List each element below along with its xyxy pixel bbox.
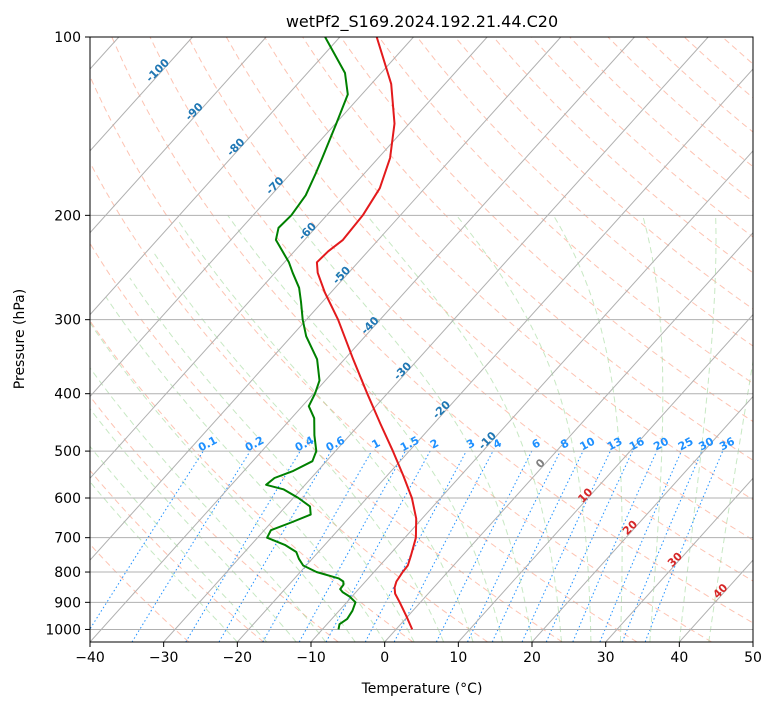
mixing-ratio-label: 30 bbox=[696, 435, 716, 454]
isotherm-line bbox=[90, 37, 635, 642]
axes: −40 −30 −20 −10 0 10 20 30 40 50 100 200 300 400 500 60… bbox=[45, 30, 762, 666]
moist-adiabat bbox=[90, 367, 327, 642]
x-tick-label: 20 bbox=[523, 650, 541, 666]
mixing-ratio-line bbox=[599, 450, 682, 642]
y-tick-label: 400 bbox=[54, 387, 81, 403]
moist-adiabat bbox=[90, 481, 238, 642]
x-tick-label: −40 bbox=[75, 650, 105, 666]
y-tick-label: 300 bbox=[54, 313, 81, 329]
x-axis-label: Temperature (°C) bbox=[361, 681, 483, 697]
isotherm-line bbox=[605, 477, 753, 642]
mixing-ratio-label: 16 bbox=[627, 435, 647, 454]
dry-adiabat bbox=[416, 37, 753, 347]
isotherm-line bbox=[384, 231, 753, 642]
plot-frame bbox=[89, 36, 754, 643]
mixing-ratio-line bbox=[621, 450, 703, 642]
y-tick-label: 800 bbox=[54, 565, 81, 581]
x-tick-label: 10 bbox=[449, 650, 467, 666]
moist-adiabat bbox=[366, 214, 562, 642]
isotherm-line bbox=[531, 395, 753, 642]
moist-adiabat bbox=[552, 215, 623, 642]
y-tick-label: 200 bbox=[54, 208, 81, 224]
isotherm-line bbox=[163, 37, 709, 642]
mixing-ratio-line bbox=[90, 450, 204, 630]
isotherm-line bbox=[90, 37, 341, 316]
moist-adiabat bbox=[90, 322, 356, 642]
dry-adiabat bbox=[90, 543, 190, 642]
isotherm-line bbox=[90, 37, 488, 480]
moist-adiabat bbox=[678, 215, 717, 642]
moist-adiabat bbox=[456, 214, 592, 642]
x-tick-label: −20 bbox=[223, 650, 253, 666]
x-tick-label: −10 bbox=[296, 650, 326, 666]
moist-adiabat bbox=[290, 214, 533, 642]
y-tick-label: 600 bbox=[54, 491, 81, 507]
mixing-ratio-label: 25 bbox=[676, 435, 696, 454]
mixing-ratio-line bbox=[644, 450, 724, 642]
moist-adiabat bbox=[642, 215, 664, 642]
y-tick-label: 100 bbox=[54, 30, 81, 46]
x-tick-label: 0 bbox=[380, 650, 389, 666]
mixing-ratio-label: 36 bbox=[717, 435, 737, 454]
isotherm-line bbox=[457, 313, 753, 642]
series bbox=[265, 37, 418, 630]
moist-adiabat bbox=[708, 358, 753, 642]
plot-area: 0.1 0.2 0.4 0.6 1 1.5 2 3 4 6 8 10 13 16 20 25 30 36-100-… bbox=[90, 37, 753, 642]
moist-adiabat bbox=[105, 297, 386, 642]
isotherms bbox=[90, 37, 753, 642]
dry-adiabat bbox=[90, 395, 339, 642]
mixing-ratio-line bbox=[545, 450, 633, 642]
x-tick-label: 40 bbox=[670, 650, 688, 666]
mixing-ratio-label: 20 bbox=[651, 435, 671, 454]
isobars bbox=[90, 37, 753, 630]
temperature-profile-line bbox=[315, 37, 418, 630]
isotherm-line bbox=[90, 37, 193, 152]
x-tick-label: 30 bbox=[597, 650, 615, 666]
y-tick-label: 1000 bbox=[45, 622, 81, 638]
dry-adiabat bbox=[454, 37, 753, 310]
chart-title: wetPf2_S169.2024.192.21.44.C20 bbox=[286, 12, 558, 32]
moist-adiabat bbox=[227, 215, 503, 642]
isotherm-line bbox=[236, 68, 753, 642]
dewpoint-profile-line bbox=[265, 37, 357, 630]
y-tick-label: 500 bbox=[54, 444, 81, 460]
mixing-ratio-line bbox=[364, 450, 467, 642]
y-axis-label: Pressure (hPa) bbox=[12, 289, 28, 389]
y-tick-label: 900 bbox=[54, 595, 81, 611]
dry-adiabat bbox=[90, 242, 488, 642]
x-tick-label: 50 bbox=[744, 650, 762, 666]
y-tick-label: 700 bbox=[54, 531, 81, 547]
mixing-ratio-label: 10 bbox=[578, 435, 598, 454]
mixing-ratio-line bbox=[325, 450, 431, 642]
dry-adiabat bbox=[90, 161, 563, 642]
dry-adiabat bbox=[90, 469, 264, 642]
isotherm-line bbox=[90, 37, 414, 398]
dry-adiabat bbox=[149, 37, 753, 624]
isotherm-line bbox=[310, 150, 753, 642]
x-tick-label: −30 bbox=[149, 650, 179, 666]
mixing-ratio-label: 13 bbox=[605, 435, 625, 454]
isotherm-line bbox=[90, 37, 562, 561]
mixing-ratio-line bbox=[298, 450, 406, 642]
mixing-ratio-line bbox=[435, 450, 533, 642]
mixing-ratio-line bbox=[572, 450, 658, 642]
isotherm-line bbox=[90, 37, 267, 234]
